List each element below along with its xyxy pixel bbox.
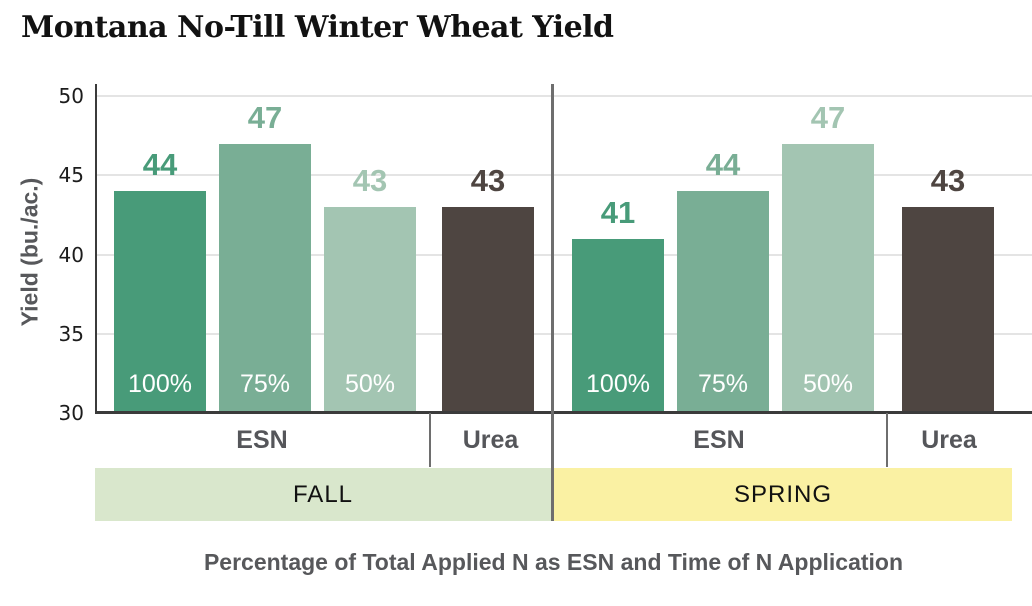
bar-value-label-spring-75: 44 <box>705 147 741 183</box>
bar-spring-urea <box>902 206 994 413</box>
gridline-35 <box>95 332 1032 335</box>
bar-value-label-spring-100: 41 <box>600 194 636 230</box>
gridline-45 <box>95 174 1032 177</box>
bar-value-label-fall-urea: 43 <box>470 162 506 198</box>
gridline-40 <box>95 253 1032 256</box>
bar-pct-label-spring-75: 75% <box>697 370 749 398</box>
bar-spring-100: 100% <box>572 238 664 413</box>
section-label-spring-esn: ESN <box>693 425 745 454</box>
bar-fall-urea <box>442 206 534 413</box>
season-band-spring: SPRING <box>554 468 1012 521</box>
x-axis-line <box>95 411 1032 414</box>
y-tick-50: 50 <box>58 84 84 108</box>
bar-pct-label-spring-50: 50% <box>802 370 854 398</box>
bar-pct-label-fall-75: 75% <box>239 370 291 398</box>
gridline-50 <box>95 95 1032 97</box>
y-tick-35: 35 <box>58 321 84 346</box>
bar-fall-75: 75% <box>219 143 311 413</box>
y-axis-line <box>95 84 97 413</box>
bar-spring-50: 50% <box>782 143 874 413</box>
section-divider-fall <box>429 413 431 467</box>
season-band-fall: FALL <box>95 468 551 521</box>
bar-value-label-spring-urea: 43 <box>930 162 966 198</box>
bar-value-label-fall-50: 43 <box>352 162 388 198</box>
y-tick-30: 30 <box>58 401 84 425</box>
bar-pct-label-fall-50: 50% <box>344 370 396 398</box>
y-tick-45: 45 <box>58 163 84 188</box>
x-axis-caption: Percentage of Total Applied N as ESN and… <box>203 549 904 575</box>
bar-pct-label-spring-100: 100% <box>586 370 650 398</box>
bar-fall-100: 100% <box>114 191 206 413</box>
plot-area: 100% 44 75% 47 50% 43 43 100% 41 75% 44 50% 47 43 <box>95 95 1032 413</box>
bar-spring-75: 75% <box>677 191 769 413</box>
section-label-fall-urea: Urea <box>462 425 519 454</box>
fall-spring-divider <box>551 84 554 521</box>
bar-value-label-fall-100: 44 <box>142 147 178 183</box>
bar-value-label-spring-50: 47 <box>810 99 846 135</box>
y-tick-40: 40 <box>58 242 84 267</box>
bar-value-label-fall-75: 47 <box>247 99 283 135</box>
bar-fall-50: 50% <box>324 206 416 413</box>
section-divider-spring <box>886 413 888 467</box>
bar-pct-label-fall-100: 100% <box>128 370 192 398</box>
y-tick-column: 30 35 40 45 50 <box>0 84 84 425</box>
chart-title: Montana No-Till Winter Wheat Yield <box>21 10 614 45</box>
section-label-fall-esn: ESN <box>236 425 288 454</box>
section-label-spring-urea: Urea <box>921 425 977 454</box>
